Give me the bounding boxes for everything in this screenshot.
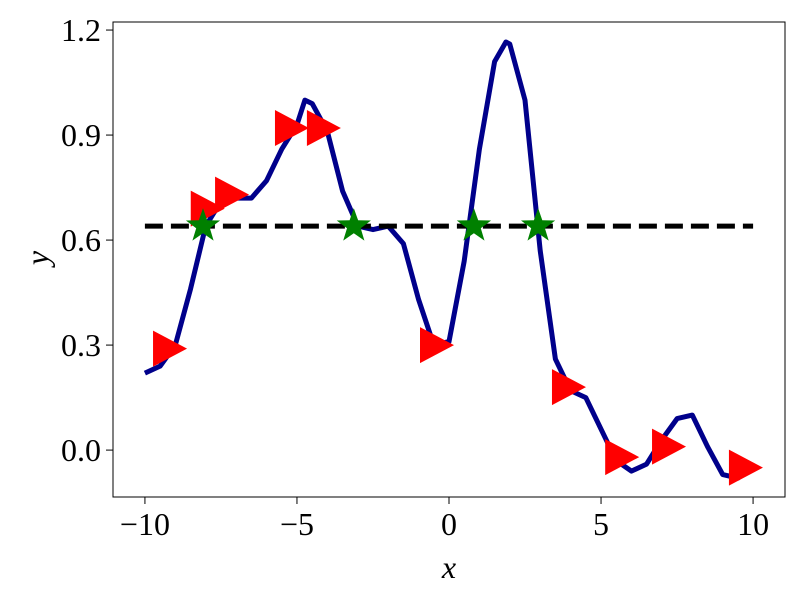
y-tick-label: 0.6 bbox=[61, 222, 101, 258]
triangle-marker bbox=[153, 330, 188, 367]
x-tick-label: 10 bbox=[737, 506, 769, 542]
star-marker bbox=[336, 208, 371, 241]
triangle-marker bbox=[215, 176, 250, 213]
triangle-marker bbox=[274, 110, 309, 147]
triangle-marker bbox=[652, 428, 687, 465]
y-tick-label: 0.9 bbox=[61, 117, 101, 153]
plot-frame bbox=[112, 21, 786, 498]
x-tick-label: 0 bbox=[441, 506, 457, 542]
star-marker bbox=[521, 208, 556, 241]
y-tick-label: 1.2 bbox=[61, 12, 101, 48]
x-tick-label: −5 bbox=[280, 506, 314, 542]
y-axis-label: y bbox=[19, 250, 55, 268]
triangle-marker bbox=[728, 449, 763, 486]
y-tick-label: 0.0 bbox=[61, 432, 101, 468]
line bbox=[143, 39, 755, 481]
triangle-marker bbox=[190, 190, 225, 227]
star-marker bbox=[456, 208, 492, 241]
triangle-marker bbox=[605, 439, 640, 476]
x-tick-label: 5 bbox=[593, 506, 609, 542]
star-marker bbox=[185, 208, 221, 241]
x-axis-label: x bbox=[441, 549, 456, 585]
triangle-marker bbox=[306, 110, 341, 147]
triangle-marker bbox=[420, 327, 455, 364]
triangle-marker bbox=[551, 369, 586, 406]
x-tick-label: −10 bbox=[120, 506, 170, 542]
y-tick-label: 0.3 bbox=[61, 327, 101, 363]
